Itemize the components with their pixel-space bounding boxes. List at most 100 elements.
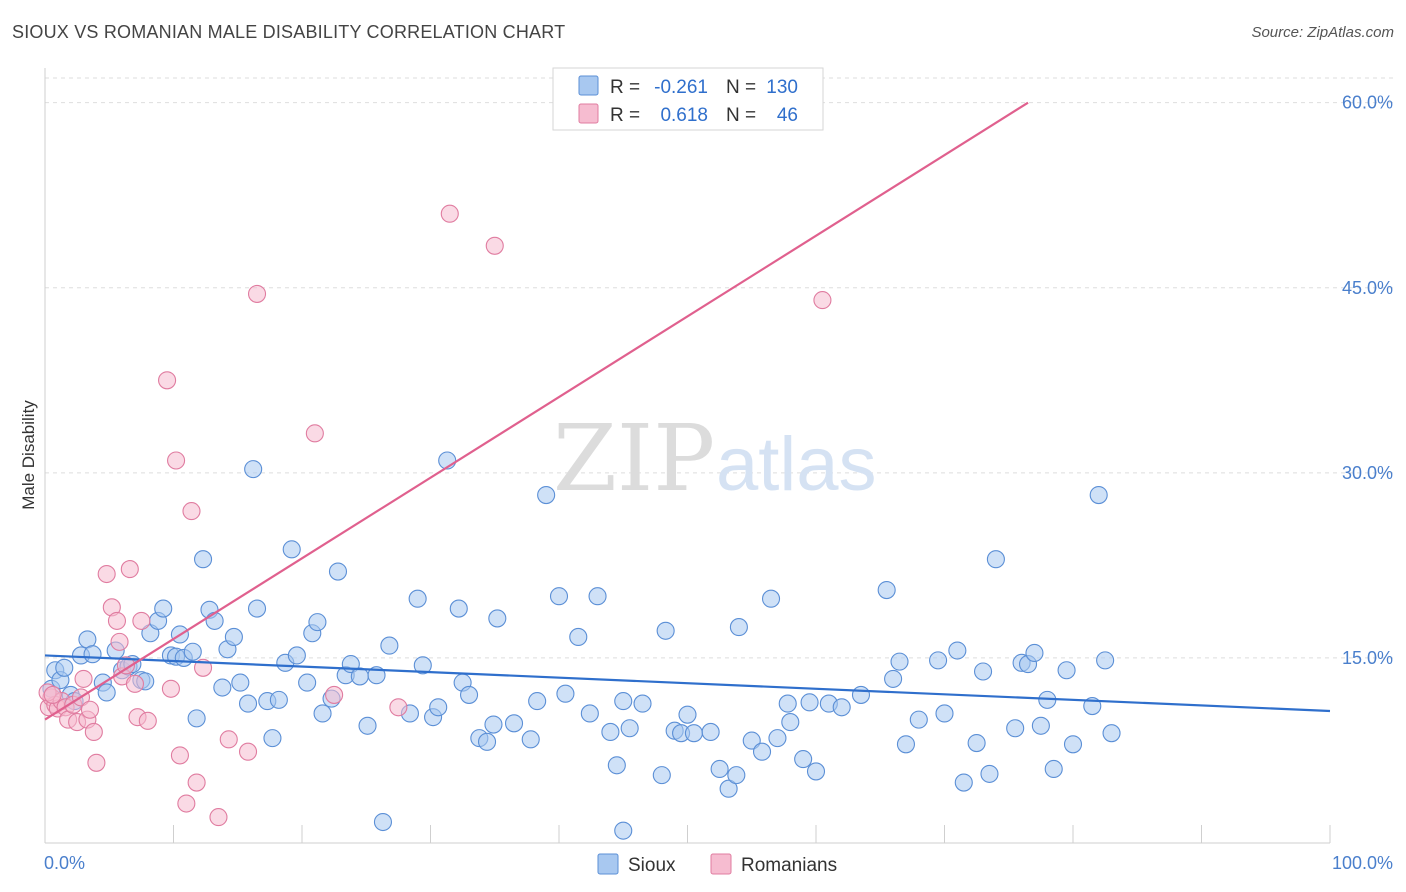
point-sioux: [588, 587, 607, 606]
point-sioux: [247, 599, 267, 618]
point-romanians: [167, 451, 186, 470]
point-sioux: [238, 694, 258, 713]
point-romanians: [182, 502, 201, 521]
point-sioux: [986, 550, 1005, 569]
point-sioux: [308, 613, 327, 632]
point-sioux: [449, 599, 468, 618]
legend-label-sioux: Sioux: [628, 855, 676, 876]
point-sioux: [794, 750, 813, 769]
point-sioux: [729, 618, 748, 637]
point-sioux: [684, 724, 703, 743]
x-tick-label: 100.0%: [1332, 853, 1393, 873]
point-romanians: [305, 424, 324, 443]
y-tick-label: 45.0%: [1342, 278, 1393, 298]
point-sioux: [877, 581, 896, 600]
point-romanians: [209, 808, 228, 827]
legend-n-label: N =: [726, 77, 756, 98]
point-sioux: [269, 690, 288, 709]
point-sioux: [213, 678, 232, 697]
point-sioux: [806, 762, 826, 781]
point-sioux: [350, 667, 369, 686]
y-tick-label: 60.0%: [1342, 93, 1393, 113]
watermark-atlas: atlas: [716, 422, 877, 507]
point-sioux: [97, 683, 116, 702]
point-sioux: [678, 705, 697, 724]
point-romanians: [74, 669, 93, 688]
legend-r-label: R =: [610, 77, 640, 98]
point-sioux: [656, 621, 675, 640]
point-romanians: [238, 742, 258, 761]
point-sioux: [263, 729, 282, 748]
point-romanians: [138, 711, 157, 730]
grid-lines: [45, 77, 1393, 659]
legend-n-value: 46: [777, 105, 798, 126]
point-sioux: [710, 759, 729, 779]
point-sioux: [484, 715, 503, 734]
point-sioux: [954, 773, 973, 792]
point-sioux: [909, 710, 928, 729]
point-sioux: [313, 704, 332, 723]
point-sioux: [832, 698, 851, 717]
point-sioux: [652, 766, 671, 785]
point-sioux: [614, 692, 633, 711]
point-sioux: [967, 734, 986, 753]
point-sioux: [328, 562, 348, 581]
point-sioux: [298, 673, 317, 692]
chart-title: SIOUX VS ROMANIAN MALE DISABILITY CORREL…: [12, 22, 566, 42]
point-sioux: [948, 641, 967, 660]
point-sioux: [742, 731, 761, 750]
point-sioux: [761, 589, 781, 608]
point-romanians: [87, 753, 106, 772]
point-sioux: [187, 709, 206, 728]
point-sioux: [287, 646, 306, 665]
point-sioux: [55, 658, 74, 677]
point-sioux: [1031, 716, 1050, 735]
point-romanians: [389, 698, 408, 717]
point-sioux: [719, 779, 738, 798]
point-romanians: [107, 611, 127, 630]
point-sioux: [83, 645, 102, 664]
point-sioux: [614, 821, 633, 840]
point-sioux: [768, 729, 787, 748]
point-romanians: [97, 564, 116, 584]
point-sioux: [851, 685, 871, 704]
y-axis-title: Male Disability: [19, 400, 38, 510]
point-sioux: [800, 693, 819, 712]
tick-labels: 15.0% 30.0% 45.0% 60.0% 0.0% 100.0%: [44, 93, 1393, 873]
legend-top: R = -0.261 N = 130 R = 0.618 N = 46: [552, 67, 824, 131]
point-romanians: [116, 656, 136, 675]
legend-n-value: 130: [766, 77, 798, 98]
point-sioux: [1102, 724, 1121, 743]
point-sioux: [528, 692, 547, 711]
point-sioux: [1063, 735, 1083, 754]
data-points: [38, 204, 1121, 840]
point-romanians: [110, 632, 129, 651]
point-romanians: [170, 746, 189, 765]
point-sioux: [896, 735, 916, 754]
point-sioux: [778, 694, 797, 713]
point-sioux: [1044, 759, 1063, 779]
y-tick-label: 30.0%: [1342, 463, 1393, 483]
point-sioux: [890, 652, 909, 671]
legend-n-label: N =: [726, 105, 756, 126]
point-romanians: [120, 560, 139, 579]
point-sioux: [537, 485, 556, 505]
point-sioux: [884, 669, 903, 688]
legend-swatch-sioux: [597, 853, 619, 875]
point-sioux: [549, 587, 569, 606]
point-sioux: [569, 627, 588, 646]
point-sioux: [244, 460, 263, 479]
point-romanians: [161, 679, 180, 698]
point-sioux: [429, 698, 448, 717]
point-sioux: [929, 651, 948, 670]
point-sioux: [1057, 661, 1076, 680]
point-sioux: [1025, 643, 1044, 663]
legend-r-value: -0.261: [654, 77, 708, 98]
trend-lines: [44, 101, 1331, 721]
point-romanians: [813, 291, 832, 310]
point-sioux: [194, 550, 213, 569]
point-romanians: [43, 685, 62, 704]
point-romanians: [219, 730, 238, 749]
point-sioux: [373, 812, 393, 832]
